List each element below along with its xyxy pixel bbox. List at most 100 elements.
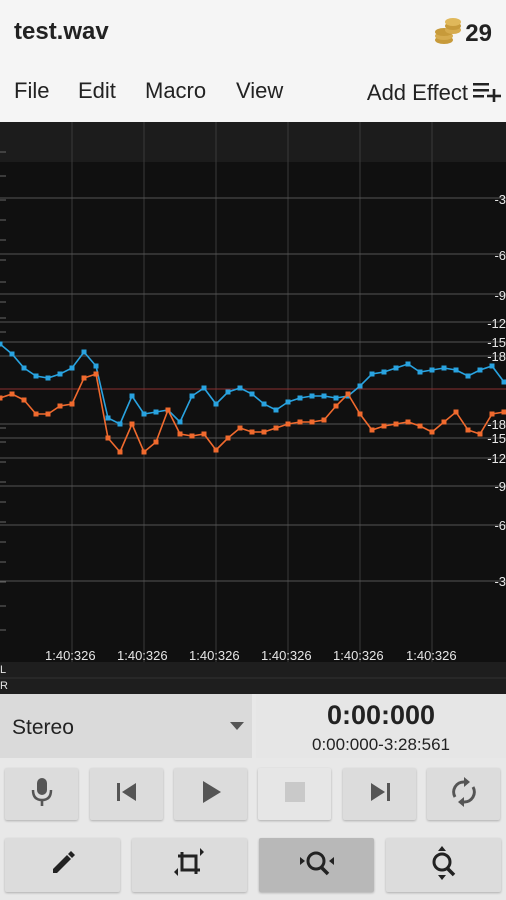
file-title: test.wav	[14, 18, 109, 45]
left-channel-point	[225, 389, 231, 395]
db-label: -6	[494, 248, 506, 263]
add-effect-label: Add Effect	[366, 80, 468, 105]
waveform-view[interactable]: -3 -6 -9 -12 -15 -18 -18 -15 -12 -9 -6 -…	[0, 122, 506, 694]
db-label: -3	[494, 574, 506, 589]
stop-icon	[284, 781, 306, 808]
right-channel-point	[321, 417, 327, 423]
skip-back-icon	[114, 780, 140, 809]
right-channel-point	[81, 375, 87, 381]
right-channel-point	[309, 419, 315, 425]
left-channel-point	[405, 361, 411, 367]
left-channel-point	[417, 369, 423, 375]
left-channel-point	[393, 365, 399, 371]
transport-panel: Stereo 0:00:000 0:00:000-3:28:561	[0, 694, 506, 900]
right-channel-point	[117, 449, 123, 455]
left-channel-point	[237, 385, 243, 391]
zoom-horizontal-button[interactable]	[259, 838, 374, 892]
left-channel-point	[177, 419, 183, 425]
time-label: 1:40:326	[189, 648, 240, 663]
right-channel-point	[9, 391, 15, 397]
zoom-vertical-icon	[429, 845, 459, 886]
channel-strip-left	[0, 662, 506, 678]
left-channel-point	[465, 373, 471, 379]
left-channel-point	[93, 363, 99, 369]
menu-macro[interactable]: Macro	[145, 78, 207, 103]
right-channel-point	[441, 419, 447, 425]
channel-strip-right	[0, 678, 506, 694]
right-channel-point	[297, 419, 303, 425]
left-channel-point	[21, 365, 27, 371]
right-channel-point	[405, 419, 411, 425]
left-channel-point	[33, 373, 39, 379]
left-channel-point	[321, 393, 327, 399]
db-label: -15	[487, 335, 506, 350]
skip-back-button[interactable]	[90, 768, 163, 820]
left-channel-point	[333, 395, 339, 401]
right-channel-point	[417, 423, 423, 429]
right-channel-point	[345, 391, 351, 397]
channel-mode-select[interactable]: Stereo	[0, 694, 252, 758]
menu-file[interactable]: File	[14, 78, 50, 103]
menu-edit[interactable]: Edit	[78, 78, 116, 103]
right-channel-point	[225, 435, 231, 441]
left-channel-point	[117, 421, 123, 427]
db-label: -6	[494, 518, 506, 533]
play-button[interactable]	[174, 768, 247, 820]
right-channel-point	[21, 397, 27, 403]
right-channel-point	[333, 403, 339, 409]
right-channel-point	[465, 427, 471, 433]
dropdown-caret-icon	[230, 722, 244, 730]
crop-button[interactable]	[132, 838, 247, 892]
record-button[interactable]	[5, 768, 78, 820]
loop-button[interactable]	[427, 768, 500, 820]
add-effect-button[interactable]: Add Effect	[367, 78, 502, 108]
menu-bar: File Edit Macro View Add Effect	[0, 78, 506, 108]
selection-range: 0:00:000-3:28:561	[311, 735, 450, 754]
right-channel-series	[0, 371, 506, 455]
left-channel-point	[441, 365, 447, 371]
current-time: 0:00:000	[326, 700, 436, 730]
pencil-icon	[49, 849, 77, 882]
right-channel-point	[153, 439, 159, 445]
menu-view[interactable]: View	[236, 78, 284, 103]
right-channel-point	[165, 407, 171, 413]
left-channel-point	[381, 369, 387, 375]
left-channel-point	[261, 401, 267, 407]
skip-forward-icon	[367, 780, 393, 809]
skip-forward-button[interactable]	[343, 768, 416, 820]
left-channel-point	[273, 407, 279, 413]
right-channel-point	[57, 403, 63, 409]
right-channel-point	[273, 425, 279, 431]
left-channel-point	[297, 395, 303, 401]
right-channel-point	[93, 371, 99, 377]
db-label: -3	[494, 192, 506, 207]
time-label: 1:40:326	[406, 648, 457, 663]
microphone-icon	[29, 776, 55, 813]
left-channel-point	[213, 401, 219, 407]
right-channel-point	[69, 401, 75, 407]
right-channel-point	[105, 435, 111, 441]
waveform-canvas	[0, 122, 506, 694]
db-label: -9	[494, 288, 506, 303]
left-channel-point	[105, 415, 111, 421]
left-channel-point	[129, 393, 135, 399]
right-channel-point	[201, 431, 207, 437]
right-channel-point	[489, 411, 495, 417]
coins-counter[interactable]: 29	[433, 16, 492, 51]
waveform-header-strip	[0, 122, 506, 162]
right-channel-point	[189, 433, 195, 439]
right-channel-point	[237, 425, 243, 431]
timecode-display: 0:00:000 0:00:000-3:28:561	[256, 694, 506, 758]
zoom-vertical-button[interactable]	[386, 838, 501, 892]
left-channel-point	[501, 379, 506, 385]
left-channel-series	[0, 341, 506, 427]
time-label: 1:40:326	[117, 648, 168, 663]
stop-button[interactable]	[258, 768, 331, 820]
edit-button[interactable]	[5, 838, 120, 892]
right-channel-point	[381, 423, 387, 429]
db-label: -9	[494, 479, 506, 494]
left-channel-point	[429, 367, 435, 373]
left-channel-point	[369, 371, 375, 377]
vertical-grid	[71, 122, 433, 662]
right-channel-point	[45, 411, 51, 417]
